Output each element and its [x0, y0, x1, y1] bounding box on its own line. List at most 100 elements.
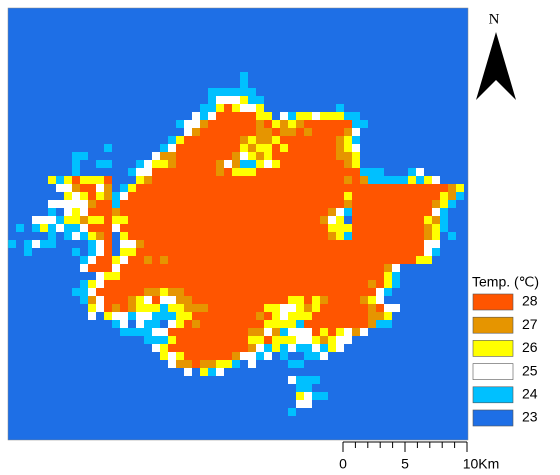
map-cell — [176, 344, 184, 352]
map-cell — [16, 352, 24, 360]
map-cell — [184, 216, 192, 224]
map-cell — [304, 248, 312, 256]
map-cell — [368, 408, 376, 416]
map-cell — [216, 112, 224, 120]
map-cell — [368, 192, 376, 200]
map-cell — [96, 312, 104, 320]
map-cell — [152, 360, 160, 368]
map-cell — [128, 320, 136, 328]
map-cell — [128, 56, 136, 64]
map-cell — [456, 248, 464, 256]
map-cell — [184, 392, 192, 400]
map-cell — [136, 96, 144, 104]
map-cell — [232, 160, 240, 168]
map-cell — [40, 112, 48, 120]
map-cell — [144, 424, 152, 432]
map-cell — [376, 16, 384, 24]
map-cell — [128, 120, 136, 128]
map-cell — [104, 184, 112, 192]
map-cell — [440, 112, 448, 120]
map-cell — [16, 328, 24, 336]
map-cell — [296, 296, 304, 304]
map-cell — [176, 408, 184, 416]
map-cell — [456, 416, 464, 424]
map-cell — [368, 144, 376, 152]
map-cell — [112, 288, 120, 296]
map-cell — [120, 80, 128, 88]
map-cell — [448, 224, 456, 232]
map-cell — [328, 360, 336, 368]
map-cell — [8, 176, 16, 184]
map-cell — [344, 176, 352, 184]
map-cell — [288, 184, 296, 192]
map-cell — [288, 288, 296, 296]
map-cell — [416, 384, 424, 392]
map-cell — [112, 408, 120, 416]
map-cell — [152, 152, 160, 160]
map-cell — [232, 272, 240, 280]
map-cell — [208, 96, 216, 104]
map-cell — [368, 336, 376, 344]
map-cell — [360, 360, 368, 368]
map-cell — [136, 296, 144, 304]
map-cell — [200, 208, 208, 216]
map-cell — [264, 384, 272, 392]
map-cell — [344, 288, 352, 296]
map-cell — [312, 56, 320, 64]
map-cell — [16, 160, 24, 168]
map-cell — [128, 208, 136, 216]
map-cell — [272, 136, 280, 144]
map-cell — [456, 272, 464, 280]
map-cell — [152, 8, 160, 16]
map-cell — [216, 120, 224, 128]
legend-label: 27 — [522, 316, 538, 332]
map-cell — [400, 80, 408, 88]
map-cell — [96, 48, 104, 56]
map-cell — [408, 328, 416, 336]
map-cell — [400, 392, 408, 400]
map-cell — [256, 344, 264, 352]
map-cell — [336, 88, 344, 96]
map-cell — [416, 88, 424, 96]
map-cell — [160, 408, 168, 416]
map-cell — [416, 168, 424, 176]
map-cell — [392, 24, 400, 32]
map-cell — [320, 416, 328, 424]
map-cell — [456, 32, 464, 40]
map-cell — [400, 112, 408, 120]
map-cell — [400, 384, 408, 392]
map-cell — [104, 256, 112, 264]
map-cell — [224, 424, 232, 432]
map-cell — [136, 72, 144, 80]
map-cell — [120, 208, 128, 216]
map-cell — [184, 336, 192, 344]
map-cell — [112, 352, 120, 360]
map-cell — [264, 24, 272, 32]
map-cell — [208, 416, 216, 424]
map-cell — [376, 240, 384, 248]
map-cell — [80, 80, 88, 88]
map-cell — [160, 40, 168, 48]
map-cell — [24, 360, 32, 368]
map-cell — [280, 200, 288, 208]
map-cell — [352, 8, 360, 16]
map-cell — [384, 256, 392, 264]
map-cell — [456, 8, 464, 16]
map-cell — [80, 256, 88, 264]
map-cell — [240, 88, 248, 96]
map-cell — [80, 384, 88, 392]
map-cell — [208, 216, 216, 224]
map-cell — [88, 288, 96, 296]
map-cell — [144, 40, 152, 48]
map-cell — [64, 240, 72, 248]
map-cell — [440, 384, 448, 392]
map-cell — [392, 160, 400, 168]
map-cell — [168, 176, 176, 184]
map-cell — [256, 360, 264, 368]
map-cell — [304, 280, 312, 288]
map-cell — [272, 368, 280, 376]
map-cell — [24, 96, 32, 104]
map-cell — [304, 136, 312, 144]
map-cell — [272, 144, 280, 152]
map-cell — [416, 8, 424, 16]
